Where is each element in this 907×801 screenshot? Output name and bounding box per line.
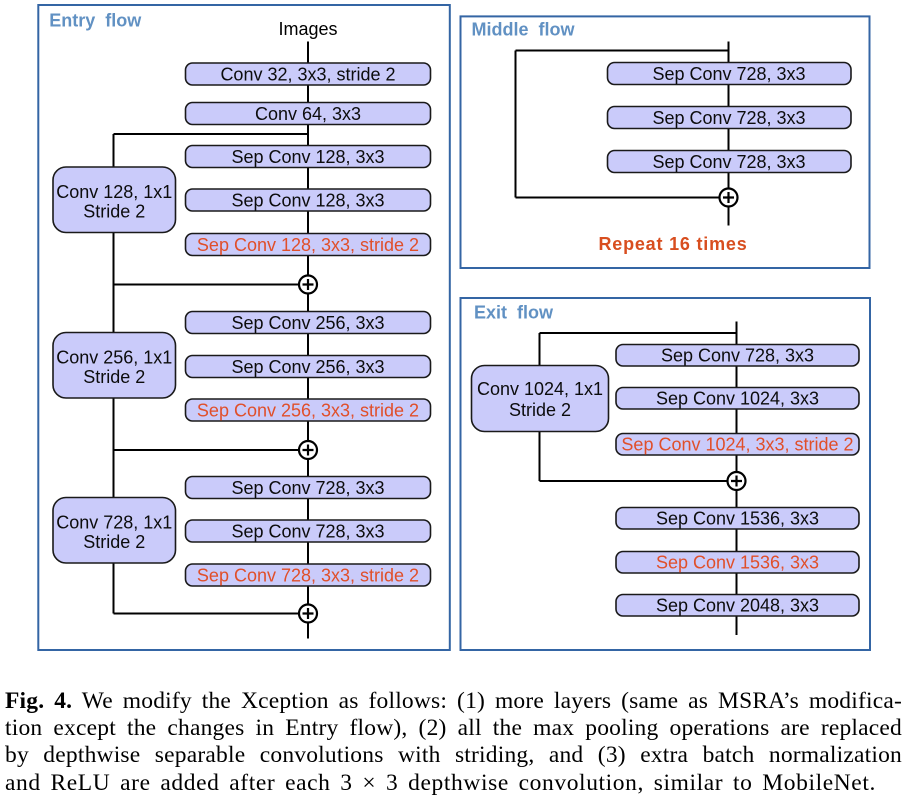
svg-text:Stride 2: Stride 2	[83, 367, 145, 387]
svg-text:Conv 128, 1x1: Conv 128, 1x1	[56, 182, 172, 202]
svg-text:Sep Conv 1024, 3x3: Sep Conv 1024, 3x3	[656, 389, 819, 409]
svg-text:Exit flow: Exit flow	[474, 303, 554, 323]
svg-text:Sep Conv 1536, 3x3: Sep Conv 1536, 3x3	[656, 509, 819, 529]
svg-text:Sep Conv 728, 3x3: Sep Conv 728, 3x3	[652, 108, 805, 128]
svg-text:Conv 728, 1x1: Conv 728, 1x1	[56, 513, 172, 533]
svg-text:Stride 2: Stride 2	[83, 201, 145, 221]
svg-text:Sep Conv 728, 3x3: Sep Conv 728, 3x3	[231, 522, 384, 542]
svg-text:Sep Conv 1536, 3x3: Sep Conv 1536, 3x3	[656, 553, 819, 573]
svg-text:Stride 2: Stride 2	[83, 532, 145, 552]
svg-text:Sep Conv 728, 3x3, stride 2: Sep Conv 728, 3x3, stride 2	[197, 566, 419, 586]
svg-text:Sep Conv 256, 3x3: Sep Conv 256, 3x3	[231, 357, 384, 377]
svg-text:Sep Conv 728, 3x3: Sep Conv 728, 3x3	[231, 478, 384, 498]
svg-text:Sep Conv 128, 3x3, stride 2: Sep Conv 128, 3x3, stride 2	[197, 235, 419, 255]
svg-text:Images: Images	[278, 19, 337, 39]
svg-text:Sep Conv 128, 3x3: Sep Conv 128, 3x3	[231, 191, 384, 211]
svg-text:Sep Conv 128, 3x3: Sep Conv 128, 3x3	[231, 147, 384, 167]
svg-text:Middle flow: Middle flow	[472, 20, 576, 40]
svg-text:Stride 2: Stride 2	[509, 400, 571, 420]
svg-text:Sep Conv 728, 3x3: Sep Conv 728, 3x3	[661, 346, 814, 366]
svg-text:Sep Conv 728, 3x3: Sep Conv 728, 3x3	[652, 64, 805, 84]
svg-text:Sep Conv 256, 3x3: Sep Conv 256, 3x3	[231, 313, 384, 333]
svg-text:Conv 64, 3x3: Conv 64, 3x3	[255, 104, 361, 124]
svg-text:Conv 1024, 1x1: Conv 1024, 1x1	[477, 379, 603, 399]
svg-text:Sep Conv 256, 3x3, stride 2: Sep Conv 256, 3x3, stride 2	[197, 401, 419, 421]
svg-text:Repeat 16 times: Repeat 16 times	[598, 234, 747, 254]
svg-text:Conv 32, 3x3, stride 2: Conv 32, 3x3, stride 2	[220, 65, 395, 85]
svg-text:Sep Conv 1024, 3x3, stride 2: Sep Conv 1024, 3x3, stride 2	[621, 435, 853, 455]
svg-text:Entry flow: Entry flow	[49, 11, 142, 31]
svg-text:Conv 256, 1x1: Conv 256, 1x1	[56, 348, 172, 368]
svg-text:Sep Conv 728, 3x3: Sep Conv 728, 3x3	[652, 152, 805, 172]
svg-text:Sep Conv 2048, 3x3: Sep Conv 2048, 3x3	[656, 596, 819, 616]
